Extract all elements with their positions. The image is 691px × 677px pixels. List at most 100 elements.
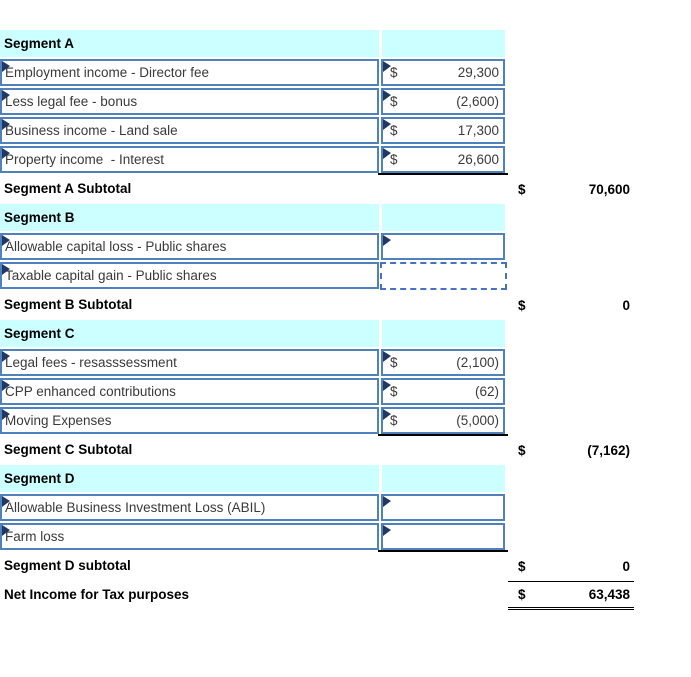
segment-d-subtotal-amount[interactable]: $ 0 <box>508 552 634 580</box>
cpp-contributions-label-cell[interactable]: CPP enhanced contributions <box>0 378 379 405</box>
row-business-income: Business income - Land sale $ 17,300 <box>0 117 691 146</box>
farm-loss-label: Farm loss <box>5 529 65 544</box>
segment-b-header-row: Segment B <box>0 204 691 233</box>
taxable-capital-gain-value-cell-copy-selection[interactable] <box>380 262 507 290</box>
net-income-row: Net Income for Tax purposes $ 63,438 <box>0 581 691 610</box>
cpp-contributions-label: CPP enhanced contributions <box>5 384 176 399</box>
currency-symbol: $ <box>390 413 398 428</box>
less-legal-fee-value: (2,600) <box>456 94 499 109</box>
row-property-income: Property income - Interest $ 26,600 <box>0 146 691 175</box>
currency-symbol: $ <box>518 297 526 313</box>
segment-d-subtotal-label[interactable]: Segment D subtotal <box>4 558 131 573</box>
farm-loss-label-cell[interactable]: Farm loss <box>0 523 379 550</box>
segment-c-subtotal-label[interactable]: Segment C Subtotal <box>4 442 133 457</box>
segment-a-subtotal-amount[interactable]: $ 70,600 <box>508 175 634 203</box>
cell-indicator-icon <box>383 119 391 130</box>
segment-b-header-value-cell[interactable] <box>382 204 505 231</box>
allowable-capital-loss-label-cell[interactable]: Allowable capital loss - Public shares <box>0 233 379 260</box>
business-income-label-cell[interactable]: Business income - Land sale <box>0 117 379 144</box>
segment-a-header-cell[interactable]: Segment A <box>0 30 379 57</box>
segment-b-subtotal-label[interactable]: Segment B Subtotal <box>4 297 133 312</box>
net-income-amount[interactable]: $ 63,438 <box>508 581 634 610</box>
farm-loss-value-cell[interactable] <box>381 523 505 550</box>
segment-b-subtotal-amount[interactable]: $ 0 <box>508 291 634 319</box>
moving-expenses-label-cell[interactable]: Moving Expenses <box>0 407 379 434</box>
segment-a-sum-line <box>378 173 508 175</box>
row-less-legal-fee: Less legal fee - bonus $ (2,600) <box>0 88 691 117</box>
cell-indicator-icon <box>383 496 391 507</box>
net-income-label[interactable]: Net Income for Tax purposes <box>4 587 190 602</box>
row-cpp-contributions: CPP enhanced contributions $ (62) <box>0 378 691 407</box>
abil-label: Allowable Business Investment Loss (ABIL… <box>5 500 266 515</box>
row-allowable-capital-loss: Allowable capital loss - Public shares <box>0 233 691 262</box>
cell-indicator-icon <box>383 61 391 72</box>
segment-d-header-label: Segment D <box>4 471 75 486</box>
property-income-value-cell[interactable]: $ 26,600 <box>381 146 505 173</box>
cell-indicator-icon <box>383 90 391 101</box>
cell-indicator-icon <box>2 61 10 72</box>
segment-b-subtotal-value: 0 <box>622 297 630 313</box>
employment-income-value-cell[interactable]: $ 29,300 <box>381 59 505 86</box>
row-moving-expenses: Moving Expenses $ (5,000) <box>0 407 691 436</box>
currency-symbol: $ <box>390 123 398 138</box>
segment-c-header-label: Segment C <box>4 326 75 341</box>
row-taxable-capital-gain: Taxable capital gain - Public shares <box>0 262 691 291</box>
legal-fees-label-cell[interactable]: Legal fees - resasssessment <box>0 349 379 376</box>
segment-d-sum-line <box>378 550 508 552</box>
cell-indicator-icon <box>383 148 391 159</box>
moving-expenses-value: (5,000) <box>456 413 499 428</box>
business-income-label: Business income - Land sale <box>5 123 178 138</box>
cell-indicator-icon <box>2 409 10 420</box>
cell-indicator-icon <box>2 119 10 130</box>
property-income-label: Property income - Interest <box>5 152 165 167</box>
segment-c-subtotal-value: (7,162) <box>587 442 630 458</box>
property-income-label-cell[interactable]: Property income - Interest <box>0 146 379 173</box>
cell-indicator-icon <box>2 235 10 246</box>
less-legal-fee-value-cell[interactable]: $ (2,600) <box>381 88 505 115</box>
moving-expenses-label: Moving Expenses <box>5 413 112 428</box>
legal-fees-value-cell[interactable]: $ (2,100) <box>381 349 505 376</box>
segment-c-header-row: Segment C <box>0 320 691 349</box>
less-legal-fee-label: Less legal fee - bonus <box>5 94 138 109</box>
currency-symbol: $ <box>518 442 526 458</box>
allowable-capital-loss-label: Allowable capital loss - Public shares <box>5 239 227 254</box>
segment-c-subtotal-amount[interactable]: $ (7,162) <box>508 436 634 464</box>
employment-income-label: Employment income - Director fee <box>5 65 210 80</box>
segment-c-subtotal-row: Segment C Subtotal $ (7,162) <box>0 436 691 465</box>
currency-symbol: $ <box>390 355 398 370</box>
segment-a-header-value-cell[interactable] <box>382 30 505 57</box>
currency-symbol: $ <box>518 558 526 574</box>
segment-d-subtotal-row: Segment D subtotal $ 0 <box>0 552 691 581</box>
allowable-capital-loss-value-cell[interactable] <box>381 233 505 260</box>
less-legal-fee-label-cell[interactable]: Less legal fee - bonus <box>0 88 379 115</box>
cell-indicator-icon <box>2 525 10 536</box>
cell-indicator-icon <box>2 496 10 507</box>
taxable-capital-gain-label: Taxable capital gain - Public shares <box>5 268 217 283</box>
segment-d-header-cell[interactable]: Segment D <box>0 465 379 492</box>
segment-a-header-label: Segment A <box>4 36 75 51</box>
abil-label-cell[interactable]: Allowable Business Investment Loss (ABIL… <box>0 494 379 521</box>
business-income-value: 17,300 <box>457 123 499 138</box>
abil-value-cell[interactable] <box>381 494 505 521</box>
moving-expenses-value-cell[interactable]: $ (5,000) <box>381 407 505 434</box>
segment-d-subtotal-value: 0 <box>622 558 630 574</box>
cell-indicator-icon <box>383 235 391 246</box>
business-income-value-cell[interactable]: $ 17,300 <box>381 117 505 144</box>
segment-a-subtotal-row: Segment A Subtotal $ 70,600 <box>0 175 691 204</box>
currency-symbol: $ <box>390 94 398 109</box>
row-abil: Allowable Business Investment Loss (ABIL… <box>0 494 691 523</box>
segment-d-header-value-cell[interactable] <box>382 465 505 492</box>
segment-a-subtotal-label[interactable]: Segment A Subtotal <box>4 181 132 196</box>
segment-a-subtotal-value: 70,600 <box>588 181 630 197</box>
segment-b-header-cell[interactable]: Segment B <box>0 204 379 231</box>
currency-symbol: $ <box>390 65 398 80</box>
cell-indicator-icon <box>383 351 391 362</box>
cpp-contributions-value-cell[interactable]: $ (62) <box>381 378 505 405</box>
segment-c-header-value-cell[interactable] <box>382 320 505 347</box>
taxable-capital-gain-label-cell[interactable]: Taxable capital gain - Public shares <box>0 262 379 289</box>
cell-indicator-icon <box>383 409 391 420</box>
employment-income-label-cell[interactable]: Employment income - Director fee <box>0 59 379 86</box>
segment-c-header-cell[interactable]: Segment C <box>0 320 379 347</box>
cpp-contributions-value: (62) <box>474 384 499 399</box>
